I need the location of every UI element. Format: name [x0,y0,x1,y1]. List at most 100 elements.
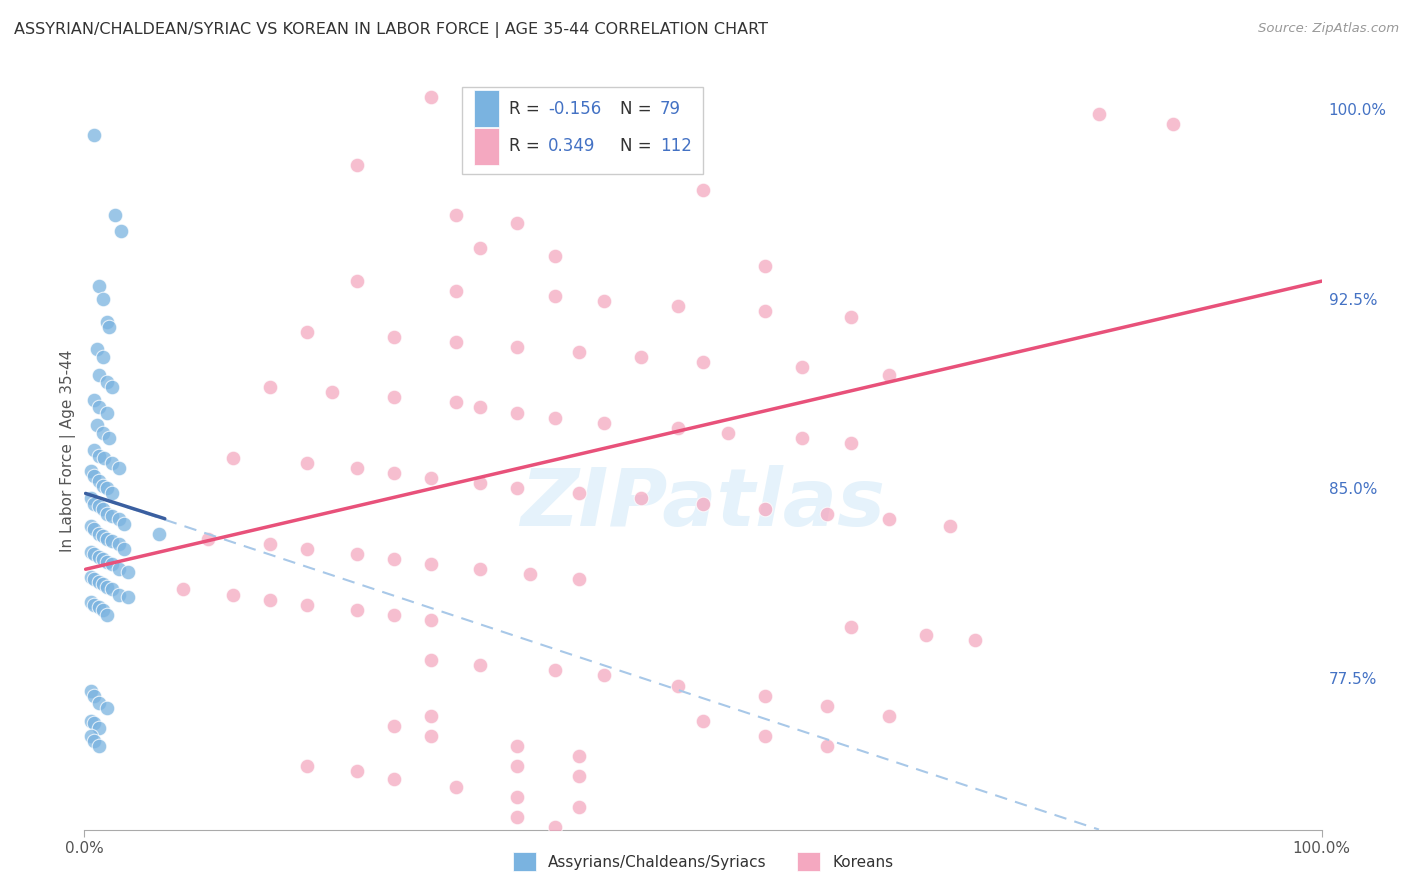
Point [79,544,101,558]
Point [148,526,170,541]
Point [112,542,135,557]
Point [96,580,118,594]
Point [506,340,529,354]
Point [295,456,318,470]
Point [568,486,591,500]
Point [89,739,111,753]
Point [89,696,111,710]
Point [83,522,105,536]
Point [717,425,740,440]
Point [222,587,245,601]
Point [295,759,318,773]
Point [91,529,114,543]
Point [506,739,529,753]
Point [506,759,529,773]
Point [79,729,101,743]
Point [470,658,492,673]
Point [815,507,838,521]
Point [83,468,105,483]
Point [96,482,118,496]
Point [666,420,689,434]
Point [666,299,689,313]
Point [83,496,105,510]
Text: N =: N = [620,100,657,118]
Point [1161,117,1184,131]
Point [692,355,714,369]
Text: 112: 112 [659,137,692,155]
Point [295,325,318,339]
Point [419,89,441,103]
Point [543,663,565,677]
Point [692,714,714,728]
Text: Source: ZipAtlas.com: Source: ZipAtlas.com [1258,22,1399,36]
Point [89,474,111,488]
Point [568,573,591,587]
Point [91,552,114,566]
Point [100,509,122,524]
Point [79,595,101,609]
Text: 79: 79 [659,100,681,118]
Point [419,653,441,667]
Point [86,418,108,433]
Point [96,405,118,419]
Point [419,729,441,743]
Point [108,537,131,551]
Point [91,602,114,616]
Point [346,274,368,288]
Point [543,410,565,425]
Point [89,401,111,415]
Legend: Assyrians/Chaldeans/Syriacs, Koreans: Assyrians/Chaldeans/Syriacs, Koreans [506,847,900,877]
Point [83,547,105,561]
Point [96,555,118,569]
Point [419,708,441,723]
Point [79,519,101,533]
Text: R =: R = [509,137,544,155]
Point [444,395,467,409]
Point [83,890,105,892]
Point [346,158,368,172]
Point [666,678,689,692]
Point [83,716,105,731]
Point [96,314,118,328]
Point [83,598,105,612]
Point [98,431,121,445]
Point [79,683,101,698]
Text: R =: R = [509,100,544,118]
Point [593,294,616,309]
Point [754,501,776,516]
Point [91,425,114,440]
Point [692,496,714,510]
Point [89,368,111,382]
Point [96,607,118,622]
Point [321,385,343,400]
Point [877,368,900,382]
Point [83,573,105,587]
Point [419,471,441,485]
Point [79,491,101,506]
Point [259,380,281,394]
Point [96,532,118,546]
Point [568,769,591,783]
Point [96,701,118,715]
Text: ASSYRIAN/CHALDEAN/SYRIAC VS KOREAN IN LABOR FORCE | AGE 35-44 CORRELATION CHART: ASSYRIAN/CHALDEAN/SYRIAC VS KOREAN IN LA… [14,22,768,38]
Point [100,456,122,470]
Point [382,552,405,566]
Point [754,304,776,318]
Point [117,565,139,579]
Point [83,443,105,458]
Point [100,486,122,500]
Point [89,449,111,463]
Point [79,464,101,478]
Point [89,549,111,564]
Point [91,479,114,493]
Point [83,128,105,142]
Point [506,810,529,824]
Point [89,526,111,541]
Point [815,739,838,753]
Point [444,284,467,298]
Point [506,216,529,230]
Point [543,249,565,263]
Point [1088,107,1111,121]
Point [108,562,131,576]
Point [91,350,114,364]
